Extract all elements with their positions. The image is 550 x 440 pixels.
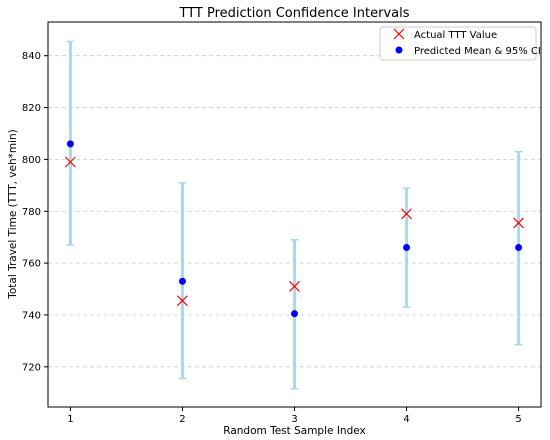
actual-point-stroke-b bbox=[401, 208, 412, 220]
actual-point-4 bbox=[401, 208, 412, 220]
legend-marker-predicted bbox=[395, 46, 403, 54]
y-axis: 720 740 760 780 800 820 840 bbox=[22, 51, 48, 373]
actual-point-stroke-b bbox=[513, 217, 525, 229]
x-axis: 1 2 3 4 5 bbox=[67, 407, 522, 425]
actual-point-stroke-b bbox=[289, 281, 300, 292]
actual-point-3 bbox=[289, 281, 300, 292]
y-tick-label-720: 720 bbox=[22, 362, 41, 373]
predicted-point-2 bbox=[178, 277, 186, 285]
legend-box bbox=[379, 26, 537, 61]
actual-point-1 bbox=[64, 156, 76, 168]
actual-point-2 bbox=[177, 295, 188, 307]
legend-label-predicted: Predicted Mean & 95% CI bbox=[414, 46, 541, 57]
y-tick-label-800: 800 bbox=[22, 155, 41, 166]
y-tick-label-840: 840 bbox=[22, 51, 41, 62]
legend: Actual TTT Value Predicted Mean & 95% CI bbox=[379, 26, 541, 61]
predicted-point-1 bbox=[66, 140, 74, 148]
actual-point-5 bbox=[513, 217, 525, 229]
predicted-point-4 bbox=[403, 244, 411, 252]
x-tick-label-5: 5 bbox=[515, 414, 521, 425]
y-tick-label-820: 820 bbox=[22, 103, 41, 114]
error-bars bbox=[66, 40, 523, 390]
x-tick-label-1: 1 bbox=[67, 414, 73, 425]
y-tick-label-780: 780 bbox=[22, 207, 41, 218]
predicted-point-5 bbox=[515, 244, 523, 252]
x-tick-label-4: 4 bbox=[403, 414, 409, 425]
x-tick-label-3: 3 bbox=[291, 414, 297, 425]
legend-marker-actual bbox=[393, 28, 405, 40]
legend-label-actual: Actual TTT Value bbox=[414, 30, 497, 41]
y-axis-label: Total Travel Time (TTT, veh*min) bbox=[7, 129, 19, 300]
x-axis-label: Random Test Sample Index bbox=[223, 425, 365, 437]
actual-point-stroke-b bbox=[64, 156, 76, 168]
actual-point-stroke-b bbox=[177, 295, 188, 307]
y-tick-label-740: 740 bbox=[22, 310, 41, 321]
chart-title: TTT Prediction Confidence Intervals bbox=[179, 6, 410, 21]
predicted-point-3 bbox=[291, 310, 298, 318]
markers bbox=[64, 140, 525, 318]
y-tick-label-760: 760 bbox=[22, 259, 41, 270]
x-tick-label-2: 2 bbox=[179, 414, 185, 425]
